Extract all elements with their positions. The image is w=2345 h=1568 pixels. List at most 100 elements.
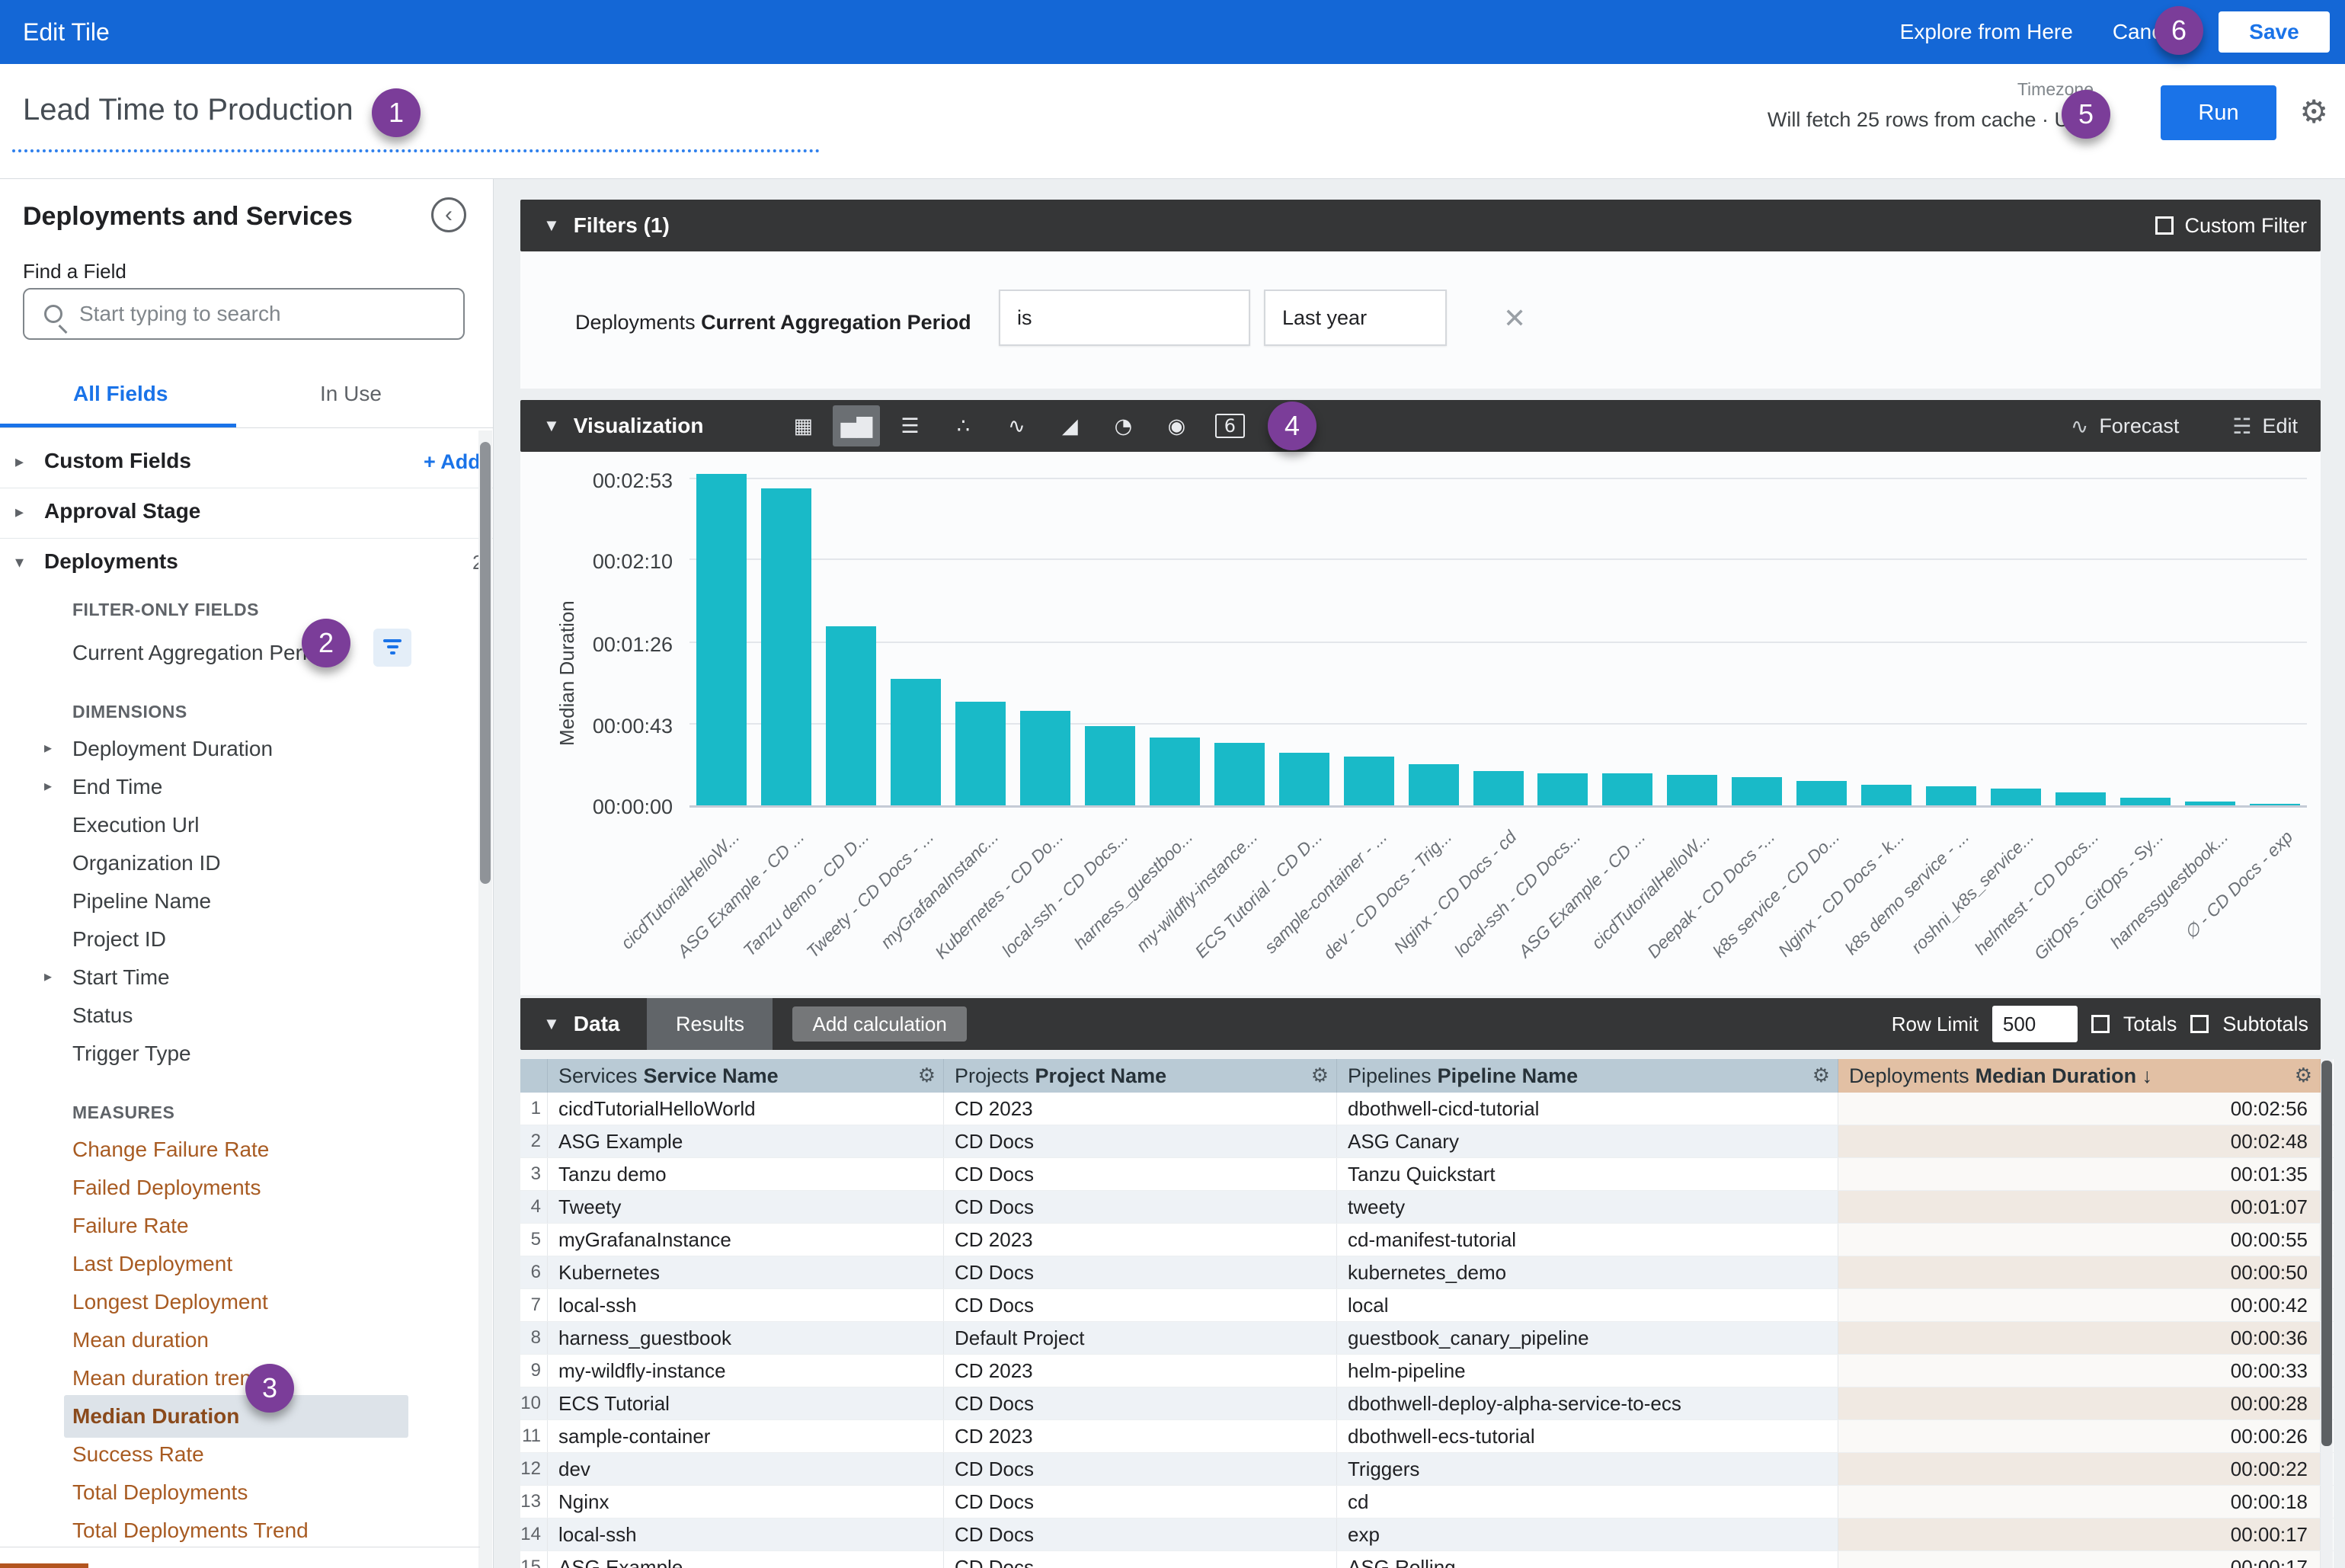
chart-bar[interactable]	[955, 701, 1006, 805]
save-button[interactable]: Save	[2219, 11, 2330, 53]
column-gear-icon[interactable]: ⚙	[2294, 1064, 2312, 1087]
chart-bar[interactable]	[1020, 711, 1071, 805]
dimension-pipeline-name[interactable]: Pipeline Name	[0, 885, 472, 923]
collapse-visualization-icon[interactable]: ▼	[543, 416, 560, 435]
filter-operator-select[interactable]: is	[999, 290, 1250, 346]
tile-title[interactable]: Lead Time to Production	[23, 93, 354, 126]
search-input[interactable]	[79, 302, 445, 326]
pie-chart-icon[interactable]: ◔	[1114, 414, 1133, 438]
chart-bar[interactable]	[2055, 792, 2106, 805]
field-label[interactable]: End Time	[72, 775, 163, 798]
chart-bar[interactable]	[1925, 786, 1976, 805]
subtotals-checkbox[interactable]	[2190, 1015, 2209, 1033]
chart-bar[interactable]	[1667, 775, 1718, 805]
explore-from-here-link[interactable]: Explore from Here	[1899, 20, 2073, 43]
group-custom-fields[interactable]: ▸ Custom Fields + Add	[0, 438, 493, 488]
chart-bar[interactable]	[2184, 802, 2235, 805]
field-label[interactable]: Pipeline Name	[72, 889, 212, 913]
chart-bar[interactable]	[1408, 763, 1459, 805]
dimension-execution-url[interactable]: Execution Url	[0, 808, 472, 846]
tab-all-fields[interactable]: All Fields	[73, 382, 168, 405]
area-chart-icon[interactable]: ◢	[1062, 414, 1078, 438]
field-label[interactable]: Execution Url	[72, 813, 200, 837]
measure-failed-deployments[interactable]: Failed Deployments	[0, 1171, 472, 1209]
dimension-deployment-duration[interactable]: ▸ Deployment Duration	[0, 732, 472, 770]
column-header-median-duration[interactable]: Deployments Median Duration ↓ ⚙	[1838, 1059, 2321, 1093]
chart-bar[interactable]	[1732, 776, 1783, 805]
field-label[interactable]: Median Duration	[72, 1404, 240, 1428]
chart-bar[interactable]	[1602, 773, 1653, 805]
row-limit-input[interactable]	[1991, 1006, 2078, 1042]
measure-last-deployment[interactable]: Last Deployment	[0, 1247, 472, 1285]
scatter-icon[interactable]: ∴	[956, 414, 971, 438]
chart-bar[interactable]	[696, 473, 747, 805]
field-current-aggregation-period[interactable]: Current Aggregation Period	[0, 629, 472, 674]
measure-change-failure-rate[interactable]: Change Failure Rate	[0, 1133, 472, 1171]
column-gear-icon[interactable]: ⚙	[917, 1064, 936, 1087]
data-title[interactable]: Data	[573, 1012, 620, 1035]
chart-bar[interactable]	[2119, 798, 2171, 805]
dimension-trigger-type[interactable]: Trigger Type	[0, 1037, 472, 1075]
measure-median-duration[interactable]: Median Duration	[0, 1395, 472, 1438]
chart-bar[interactable]	[1278, 752, 1329, 805]
chevron-down-icon[interactable]: ▾	[15, 552, 24, 571]
column-header-pipeline-name[interactable]: Pipelines Pipeline Name ⚙	[1337, 1059, 1838, 1093]
collapse-sidebar-icon[interactable]: ‹	[431, 197, 466, 232]
field-label[interactable]: Mean duration trend	[72, 1366, 264, 1390]
field-label[interactable]: Organization ID	[72, 851, 221, 875]
measure-total-deployments[interactable]: Total Deployments	[0, 1476, 472, 1514]
chevron-right-icon[interactable]: ▸	[44, 740, 53, 757]
column-gear-icon[interactable]: ⚙	[1310, 1064, 1329, 1087]
chart-bar[interactable]	[761, 488, 812, 805]
collapse-filters-icon[interactable]: ▼	[543, 216, 560, 235]
measure-failure-rate[interactable]: Failure Rate	[0, 1209, 472, 1247]
dimension-organization-id[interactable]: Organization ID	[0, 846, 472, 885]
add-calculation-button[interactable]: Add calculation	[792, 1006, 967, 1042]
measure-mean-duration-trend[interactable]: Mean duration trend	[0, 1362, 472, 1400]
chart-bar[interactable]	[1990, 788, 2041, 805]
chart-bar[interactable]	[1343, 756, 1394, 805]
chart-bar[interactable]	[1473, 771, 1524, 805]
filter-value-select[interactable]: Last year	[1264, 290, 1447, 346]
field-label[interactable]: Failed Deployments	[72, 1176, 261, 1199]
field-label[interactable]: Status	[72, 1003, 133, 1027]
measure-longest-deployment[interactable]: Longest Deployment	[0, 1285, 472, 1323]
field-label[interactable]: Success Rate	[72, 1442, 204, 1466]
group-deployments[interactable]: ▾ Deployments 2	[0, 539, 493, 589]
single-value-icon[interactable]: 6	[1206, 405, 1253, 446]
results-tab[interactable]: Results	[647, 998, 773, 1050]
dimension-project-id[interactable]: Project ID	[0, 923, 472, 961]
measure-total-deployments-trend[interactable]: Total Deployments Trend	[0, 1514, 472, 1552]
tab-in-use[interactable]: In Use	[320, 382, 382, 405]
edit-viz-button[interactable]: ☵ Edit	[2232, 413, 2298, 439]
column-header-project-name[interactable]: Projects Project Name ⚙	[944, 1059, 1337, 1093]
field-label[interactable]: Total Deployments Trend	[72, 1518, 309, 1542]
add-custom-field-button[interactable]: + Add	[424, 450, 481, 473]
chart-bar[interactable]	[1796, 780, 1848, 805]
chart-bar[interactable]	[1214, 743, 1265, 805]
table-icon[interactable]: ▦	[793, 414, 814, 438]
measure-mean-duration[interactable]: Mean duration	[0, 1323, 472, 1362]
chart-bar[interactable]	[1861, 784, 1912, 805]
chart-bar[interactable]	[826, 626, 877, 805]
map-icon[interactable]: ◉	[1167, 414, 1186, 438]
field-label[interactable]: Longest Deployment	[72, 1290, 268, 1314]
bar-chart-icon[interactable]: ☰	[901, 414, 920, 438]
chevron-right-icon[interactable]: ▸	[44, 968, 53, 985]
chevron-right-icon[interactable]: ▸	[15, 452, 24, 471]
field-label[interactable]: Last Deployment	[72, 1252, 233, 1275]
field-label[interactable]: Project ID	[72, 927, 166, 951]
filters-title[interactable]: Filters (1)	[573, 213, 670, 237]
chart-bar[interactable]	[1084, 726, 1135, 805]
chevron-right-icon[interactable]: ▸	[15, 502, 24, 521]
field-label[interactable]: Failure Rate	[72, 1214, 189, 1237]
field-label[interactable]: Change Failure Rate	[72, 1138, 270, 1161]
collapse-data-icon[interactable]: ▼	[543, 1014, 560, 1033]
gear-icon[interactable]: ⚙	[2299, 93, 2328, 130]
table-scrollbar-thumb[interactable]	[2321, 1061, 2332, 1446]
filter-icon[interactable]	[373, 629, 411, 667]
column-gear-icon[interactable]: ⚙	[1812, 1064, 1830, 1087]
custom-filter-checkbox[interactable]	[2155, 216, 2174, 235]
field-label[interactable]: Trigger Type	[72, 1042, 191, 1065]
measure-success-rate[interactable]: Success Rate	[0, 1438, 472, 1476]
